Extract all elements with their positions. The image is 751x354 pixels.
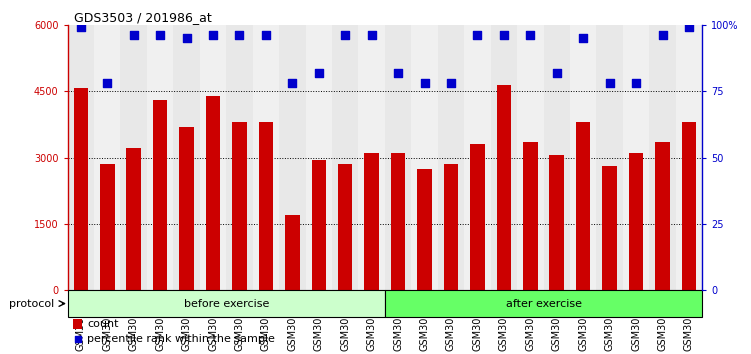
Bar	[153, 100, 167, 290]
Point	[683, 24, 695, 30]
Bar	[258, 122, 273, 290]
Point	[392, 70, 404, 75]
Bar	[517, 25, 544, 290]
Bar	[550, 155, 564, 290]
Bar	[444, 164, 458, 290]
Bar	[623, 25, 650, 290]
Bar	[650, 25, 676, 290]
Bar	[73, 319, 82, 329]
Bar	[676, 25, 702, 290]
Bar	[629, 153, 644, 290]
Bar	[496, 85, 511, 290]
Bar	[596, 25, 623, 290]
Point	[366, 33, 378, 38]
Point	[524, 33, 536, 38]
Point	[312, 70, 324, 75]
Bar	[412, 25, 438, 290]
Bar	[332, 25, 358, 290]
Point	[75, 24, 87, 30]
Bar	[120, 25, 147, 290]
Text: GDS3503 / 201986_at: GDS3503 / 201986_at	[74, 11, 212, 24]
Bar	[279, 25, 306, 290]
Bar	[544, 25, 570, 290]
Bar	[126, 148, 141, 290]
Bar	[438, 25, 464, 290]
Bar	[312, 160, 326, 290]
Bar	[94, 25, 120, 290]
Bar	[68, 25, 94, 290]
Bar	[147, 25, 173, 290]
Text: after exercise: after exercise	[505, 298, 581, 309]
Bar	[490, 25, 517, 290]
Text: protocol: protocol	[9, 298, 54, 309]
Bar	[68, 290, 385, 317]
Point	[578, 35, 590, 41]
Bar	[173, 25, 200, 290]
Point	[71, 336, 83, 341]
Bar	[470, 144, 484, 290]
Bar	[358, 25, 385, 290]
Point	[154, 33, 166, 38]
Bar	[179, 126, 194, 290]
Point	[207, 33, 219, 38]
Point	[630, 80, 642, 86]
Point	[234, 33, 246, 38]
Bar	[570, 25, 596, 290]
Point	[339, 33, 351, 38]
Point	[101, 80, 113, 86]
Text: count: count	[87, 319, 119, 329]
Bar	[338, 164, 352, 290]
Bar	[464, 25, 490, 290]
Point	[604, 80, 616, 86]
Text: percentile rank within the sample: percentile rank within the sample	[87, 333, 276, 344]
Bar	[285, 215, 300, 290]
Point	[260, 33, 272, 38]
Point	[418, 80, 430, 86]
Bar	[418, 169, 432, 290]
Bar	[232, 122, 247, 290]
Bar	[252, 25, 279, 290]
Point	[128, 33, 140, 38]
Point	[550, 70, 562, 75]
Bar	[200, 25, 226, 290]
Point	[498, 33, 510, 38]
Point	[472, 33, 484, 38]
Point	[180, 35, 192, 41]
Bar	[226, 25, 252, 290]
Bar	[385, 25, 412, 290]
Text: before exercise: before exercise	[183, 298, 269, 309]
Bar	[523, 142, 538, 290]
Bar	[306, 25, 332, 290]
Bar	[364, 153, 379, 290]
Bar	[656, 142, 670, 290]
Point	[656, 33, 668, 38]
Bar	[385, 290, 702, 317]
Point	[286, 80, 298, 86]
Bar	[602, 166, 617, 290]
Bar	[576, 122, 590, 290]
Point	[445, 80, 457, 86]
Bar	[74, 88, 88, 290]
Bar	[206, 96, 220, 290]
Bar	[391, 153, 406, 290]
Bar	[682, 122, 696, 290]
Bar	[100, 164, 114, 290]
